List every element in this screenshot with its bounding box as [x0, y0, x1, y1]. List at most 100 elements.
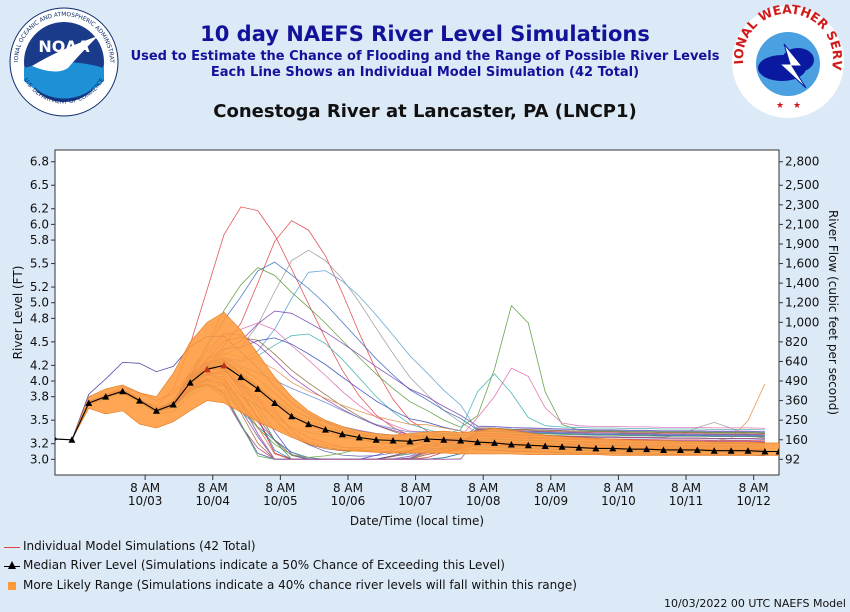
y2-tick-label: 2,800 [785, 155, 819, 169]
median-marker [406, 437, 414, 445]
svg-text:★: ★ [776, 101, 784, 111]
median-marker [507, 440, 515, 448]
legend-median-label: Median River Level (Simulations indicate… [23, 558, 505, 572]
y-tick-label: 4.5 [30, 335, 49, 349]
y2-tick-label: 1,900 [785, 237, 819, 251]
y2-tick-label: 160 [785, 433, 808, 447]
median-marker [744, 447, 752, 454]
median-marker [220, 361, 228, 369]
x-tick-label: 8 AM [671, 481, 701, 495]
y-axis-title: River Level (FT) [11, 266, 25, 360]
y2-tick-label: 640 [785, 354, 808, 368]
median-marker [761, 448, 769, 455]
noaa-logo: NOAA NATIONAL OCEANIC AND ATMOSPHERIC AD… [5, 2, 120, 122]
plot-series [55, 206, 779, 460]
y-tick-label: 4.0 [30, 374, 49, 388]
plot-area [54, 149, 780, 476]
y-tick-label: 5.5 [30, 257, 49, 271]
y2-tick-label: 250 [785, 413, 808, 427]
y2-tick-label: 1,400 [785, 276, 819, 290]
median-marker [524, 441, 532, 449]
x-tick-date: 10/05 [263, 494, 298, 508]
x-tick-date: 10/10 [601, 494, 636, 508]
x-tick-label: 8 AM [130, 481, 160, 495]
median-marker [710, 447, 718, 454]
noaa-logo-text: NOAA [38, 37, 90, 56]
median-marker [203, 365, 211, 373]
median-marker [643, 445, 651, 453]
y-tick-label: 4.2 [30, 358, 49, 372]
legend-range-swatch [4, 580, 20, 592]
x-tick-date: 10/06 [331, 494, 366, 508]
median-marker [389, 437, 397, 444]
svg-text:★: ★ [793, 101, 801, 111]
median-marker [355, 433, 363, 441]
x-tick-label: 8 AM [401, 481, 431, 495]
median-marker [338, 430, 346, 438]
median-marker [727, 447, 735, 454]
legend-individual: Individual Model Simulations (42 Total) [4, 539, 256, 553]
median-marker [372, 436, 380, 443]
median-marker [575, 444, 583, 451]
y2-tick-label: 360 [785, 394, 808, 408]
x-tick-date: 10/03 [128, 494, 163, 508]
median-marker [237, 373, 245, 381]
median-marker [102, 393, 110, 400]
median-marker [288, 412, 296, 420]
median-marker [775, 448, 779, 455]
y-tick-label: 6.8 [30, 155, 49, 169]
x-tick-date: 10/04 [195, 494, 230, 508]
y2-tick-label: 2,100 [785, 217, 819, 231]
median-marker [305, 420, 313, 428]
median-marker [152, 407, 160, 414]
median-marker [676, 446, 684, 453]
y2-tick-label: 1,000 [785, 315, 819, 329]
x-tick-label: 8 AM [603, 481, 633, 495]
median-marker [609, 444, 617, 452]
y2-tick-label: 92 [785, 452, 800, 466]
median-marker [693, 446, 701, 453]
median-marker [169, 401, 177, 408]
y2-axis-title: River Flow (cubic feet per second) [826, 210, 840, 415]
station-title: Conestoga River at Lancaster, PA (LNCP1) [213, 101, 637, 122]
median-marker [558, 443, 566, 450]
median-marker [474, 438, 482, 446]
x-tick-date: 10/12 [736, 494, 771, 508]
y2-tick-label: 1,200 [785, 296, 819, 310]
observed-point [55, 437, 57, 441]
observed-point [70, 438, 74, 442]
median-marker [490, 439, 498, 446]
x-axis-title: Date/Time (local time) [350, 514, 484, 528]
median-marker [186, 379, 194, 386]
x-tick-date: 10/07 [398, 494, 433, 508]
chart-subtitle-2: Each Line Shows an Individual Model Simu… [210, 65, 640, 80]
x-tick-label: 8 AM [536, 481, 566, 495]
x-tick-date: 10/11 [669, 494, 704, 508]
legend-individual-swatch [4, 541, 20, 553]
x-tick-label: 8 AM [468, 481, 498, 495]
y-tick-label: 6.2 [30, 202, 49, 216]
median-marker [423, 435, 431, 442]
y2-tick-label: 490 [785, 374, 808, 388]
median-marker [321, 426, 329, 433]
y-tick-label: 5.8 [30, 233, 49, 247]
y-tick-label: 3.5 [30, 413, 49, 427]
legend-range: More Likely Range (Simulations indicate … [4, 578, 577, 592]
x-tick-date: 10/09 [534, 494, 569, 508]
x-tick-label: 8 AM [198, 481, 228, 495]
y2-tick-label: 1,600 [785, 257, 819, 271]
y-tick-label: 6.0 [30, 217, 49, 231]
footer-model-run: 10/03/2022 00 UTC NAEFS Model [663, 597, 846, 610]
y-tick-label: 4.8 [30, 311, 49, 325]
y2-tick-label: 2,500 [785, 178, 819, 192]
y-tick-label: 3.2 [30, 437, 49, 451]
x-tick-date: 10/08 [466, 494, 501, 508]
median-marker [541, 442, 549, 450]
legend-individual-label: Individual Model Simulations (42 Total) [23, 539, 256, 553]
y-tick-label: 5.2 [30, 280, 49, 294]
median-marker [659, 446, 667, 453]
median-marker [626, 445, 634, 453]
median-marker [457, 437, 465, 444]
y-tick-label: 3.8 [30, 390, 49, 404]
